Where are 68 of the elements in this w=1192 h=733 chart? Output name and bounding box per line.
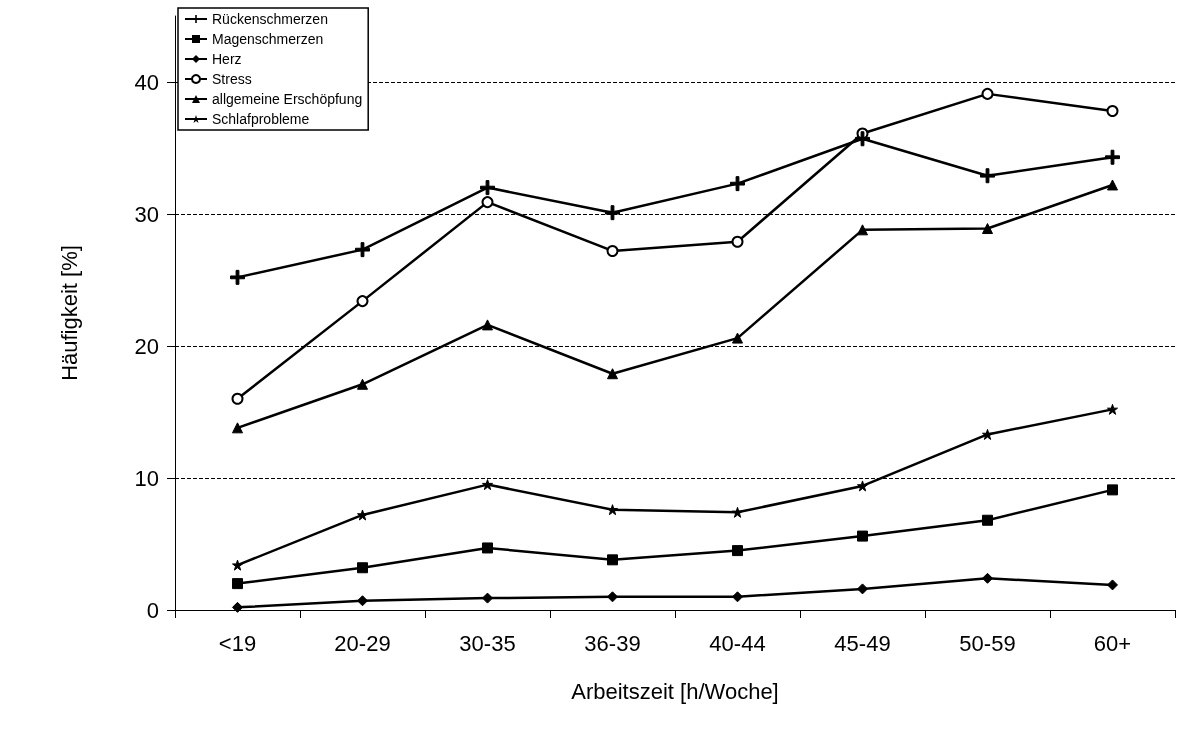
point: [1106, 105, 1119, 118]
point: [1107, 484, 1118, 496]
y-axis-title: Häufigkeit [%]: [56, 245, 82, 381]
point: [732, 506, 743, 518]
x-tick-label: 20-29: [334, 630, 391, 656]
point: [231, 392, 244, 405]
point: [1107, 179, 1118, 191]
point: [732, 591, 743, 603]
point: [1107, 403, 1118, 415]
point: [857, 224, 868, 236]
point: [232, 559, 243, 571]
point: [605, 205, 620, 221]
point: [607, 591, 618, 603]
point: [356, 295, 369, 308]
point: [357, 509, 368, 521]
y-tick-label: 20: [134, 333, 159, 359]
point: [982, 223, 993, 235]
x-tick-label: 30-35: [459, 630, 516, 656]
point: [607, 504, 618, 516]
point: [730, 176, 745, 192]
point: [481, 196, 494, 209]
point: [232, 422, 243, 434]
legend-label: allgemeine Erschöpfung: [212, 91, 363, 107]
point: [857, 583, 868, 595]
point: [982, 572, 993, 584]
point: [607, 368, 618, 380]
point: [482, 542, 493, 554]
point: [980, 168, 995, 184]
point: [357, 562, 368, 574]
point: [357, 595, 368, 607]
point: [232, 578, 243, 590]
legend-label: Herz: [212, 51, 242, 67]
point: [1107, 579, 1118, 591]
point: [982, 514, 993, 526]
x-tick-label: 50-59: [959, 630, 1016, 656]
y-tick-label: 30: [134, 201, 159, 227]
point: [857, 530, 868, 542]
x-tick-label: 60+: [1093, 630, 1132, 656]
legend-label: Magenschmerzen: [212, 31, 324, 47]
legend-label: Stress: [212, 71, 252, 87]
point: [355, 242, 370, 258]
legend-label: Schlafprobleme: [212, 111, 310, 127]
point: [731, 235, 744, 248]
point: [482, 592, 493, 604]
point: [732, 332, 743, 344]
x-tick-label: <19: [218, 630, 257, 656]
point: [482, 319, 493, 331]
point: [357, 378, 368, 390]
point: [230, 269, 245, 285]
point: [606, 244, 619, 257]
y-tick-label: 40: [134, 69, 159, 95]
point: [1105, 149, 1120, 165]
point: [855, 131, 870, 147]
x-tick-label: 45-49: [834, 630, 891, 656]
legend-label: Rückenschmerzen: [212, 11, 328, 27]
point: [982, 428, 993, 440]
x-axis-title: Arbeitszeit [h/Woche]: [571, 678, 779, 704]
point: [482, 479, 493, 491]
point: [732, 545, 743, 557]
point: [607, 554, 618, 566]
x-tick-label: 40-44: [709, 630, 766, 656]
point: [981, 87, 994, 100]
point: [232, 601, 243, 613]
point: [857, 480, 868, 492]
y-tick-label: 10: [134, 465, 159, 491]
point: [480, 180, 495, 196]
y-tick-label: 0: [146, 597, 159, 623]
x-tick-label: 36-39: [584, 630, 641, 656]
